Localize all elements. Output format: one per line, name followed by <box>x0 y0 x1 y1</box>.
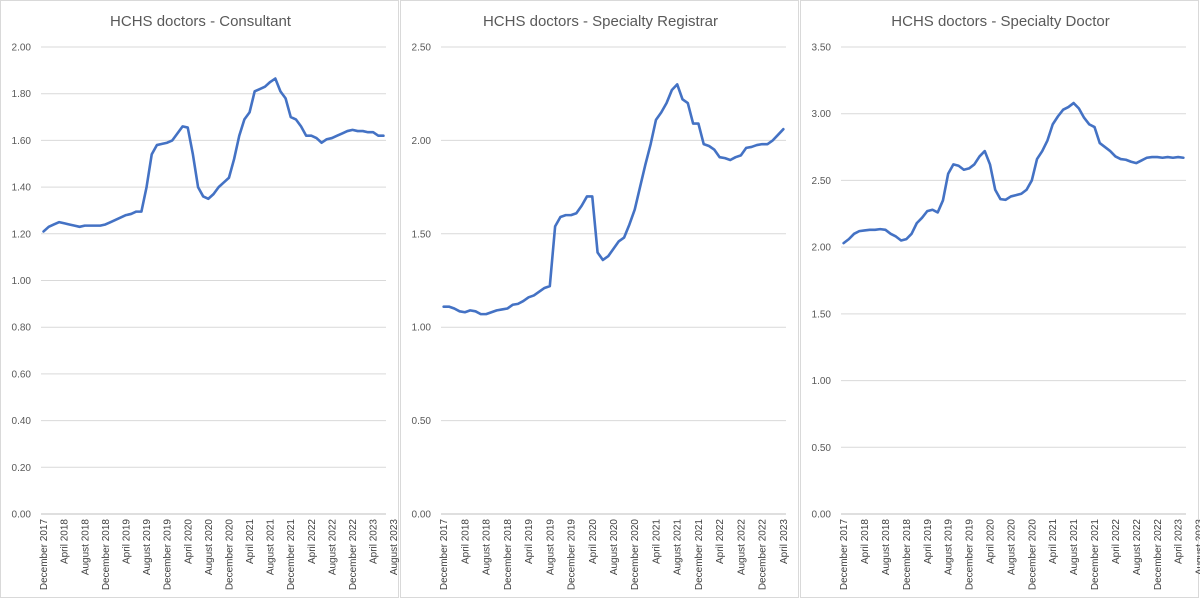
x-tick-label: August 2020 <box>204 519 215 576</box>
y-tick-label: 0.20 <box>12 463 32 474</box>
chart-panel-consultant: HCHS doctors - Consultant 0.00 0.20 0.40 0.6… <box>0 0 400 598</box>
y-tick-label: 0.50 <box>412 416 432 427</box>
series-line-specialty-doctor <box>842 101 1185 245</box>
x-tick-label: April 2019 <box>923 519 934 564</box>
y-tick-label: 1.50 <box>812 309 832 320</box>
x-tick-label: April 2023 <box>369 519 380 564</box>
y-tick-label: 2.00 <box>412 136 432 147</box>
x-tick-label: August 2018 <box>482 519 493 576</box>
x-tick-label: April 2020 <box>183 519 194 564</box>
chart-specialty-doctor: HCHS doctors - Specialty Doctor 0.00 0.50 1… <box>812 13 1200 591</box>
x-tick-label: December 2021 <box>694 519 705 591</box>
x-tick-label: August 2019 <box>142 519 153 576</box>
x-tick-label: April 2018 <box>60 519 71 564</box>
series-line-consultant <box>42 77 385 233</box>
x-tick-label: December 2020 <box>630 519 641 591</box>
x-tick-label: December 2019 <box>567 519 578 591</box>
x-tick-label: December 2020 <box>224 519 235 591</box>
x-tick-label: December 2018 <box>101 519 112 591</box>
x-tick-label: December 2017 <box>39 519 50 591</box>
x-tick-label: August 2020 <box>1006 519 1017 576</box>
x-tick-label: August 2018 <box>80 519 91 576</box>
x-tick-label: April 2022 <box>1111 519 1122 564</box>
x-tick-label: December 2017 <box>839 519 850 591</box>
x-tick-label: December 2022 <box>1153 519 1164 591</box>
x-tick-label: August 2021 <box>266 519 277 576</box>
y-tick-label: 1.60 <box>12 136 32 147</box>
x-tick-label: April 2023 <box>1174 519 1185 564</box>
x-tick-label: April 2022 <box>307 519 318 564</box>
x-tick-label: December 2021 <box>1090 519 1101 591</box>
y-tick-label: 1.40 <box>12 183 32 194</box>
x-tick-label: August 2018 <box>881 519 892 576</box>
x-tick-label: April 2021 <box>1048 519 1059 564</box>
y-tick-label: 0.00 <box>812 510 832 521</box>
x-tick-label: April 2021 <box>651 519 662 564</box>
x-tick-label: April 2019 <box>121 519 132 564</box>
y-tick-label: 1.00 <box>812 376 832 387</box>
y-tick-label: 0.50 <box>812 443 832 454</box>
x-tick-label: April 2020 <box>985 519 996 564</box>
y-tick-label: 1.50 <box>412 229 432 240</box>
y-tick-label: 3.00 <box>812 109 832 120</box>
x-tick-label: April 2021 <box>245 519 256 564</box>
x-tick-label: December 2019 <box>163 519 174 591</box>
y-tick-label: 0.40 <box>12 416 32 427</box>
y-tick-label: 1.00 <box>412 323 432 334</box>
y-tick-label: 2.50 <box>812 176 832 187</box>
x-tick-label: December 2019 <box>965 519 976 591</box>
chart-title-specialty-registrar: HCHS doctors - Specialty Registrar <box>483 13 718 30</box>
y-tick-label: 0.80 <box>12 323 32 334</box>
x-tick-label: August 2021 <box>1069 519 1080 576</box>
y-tick-label: 3.50 <box>812 43 832 54</box>
x-tick-label: August 2022 <box>1132 519 1143 576</box>
x-tick-label: December 2020 <box>1027 519 1038 591</box>
x-tick-label: December 2017 <box>439 519 450 591</box>
x-tick-label: August 2019 <box>944 519 955 576</box>
chart-consultant: HCHS doctors - Consultant 0.00 0.20 0.40 0.6… <box>12 13 400 591</box>
series-line-specialty-registrar <box>442 83 785 316</box>
x-tick-label: April 2022 <box>715 519 726 564</box>
y-tick-label: 0.00 <box>412 510 432 521</box>
x-tick-label: August 2022 <box>736 519 747 576</box>
y-tick-label: 2.00 <box>12 43 32 54</box>
chart-specialty-registrar: HCHS doctors - Specialty Registrar 0.00 0.… <box>412 13 790 591</box>
y-tick-label: 0.60 <box>12 369 32 380</box>
x-tick-label: April 2019 <box>524 519 535 564</box>
x-tick-label: August 2021 <box>673 519 684 576</box>
x-tick-label: August 2023 <box>389 519 400 576</box>
x-tick-label: April 2020 <box>588 519 599 564</box>
x-tick-label: December 2018 <box>503 519 514 591</box>
x-tick-label: August 2020 <box>609 519 620 576</box>
y-tick-label: 0.00 <box>12 510 32 521</box>
y-tick-label: 2.00 <box>812 243 832 254</box>
x-tick-label: December 2022 <box>348 519 359 591</box>
x-tick-label: August 2023 <box>1195 519 1200 576</box>
x-tick-label: April 2023 <box>779 519 790 564</box>
x-tick-label: December 2018 <box>902 519 913 591</box>
y-tick-label: 1.80 <box>12 89 32 100</box>
chart-panel-specialty-doctor: HCHS doctors - Specialty Doctor 0.00 0.50 1… <box>800 0 1200 598</box>
x-tick-label: December 2021 <box>286 519 297 591</box>
y-tick-label: 1.00 <box>12 276 32 287</box>
x-tick-label: April 2018 <box>860 519 871 564</box>
y-tick-label: 2.50 <box>412 43 432 54</box>
chart-panel-specialty-registrar: HCHS doctors - Specialty Registrar 0.00 0.… <box>400 0 799 598</box>
x-tick-label: April 2018 <box>460 519 471 564</box>
x-tick-label: August 2022 <box>327 519 338 576</box>
chart-title-specialty-doctor: HCHS doctors - Specialty Doctor <box>891 13 1109 30</box>
chart-title-consultant: HCHS doctors - Consultant <box>110 13 292 30</box>
x-tick-label: August 2019 <box>545 519 556 576</box>
y-tick-label: 1.20 <box>12 229 32 240</box>
x-tick-label: December 2022 <box>758 519 769 591</box>
